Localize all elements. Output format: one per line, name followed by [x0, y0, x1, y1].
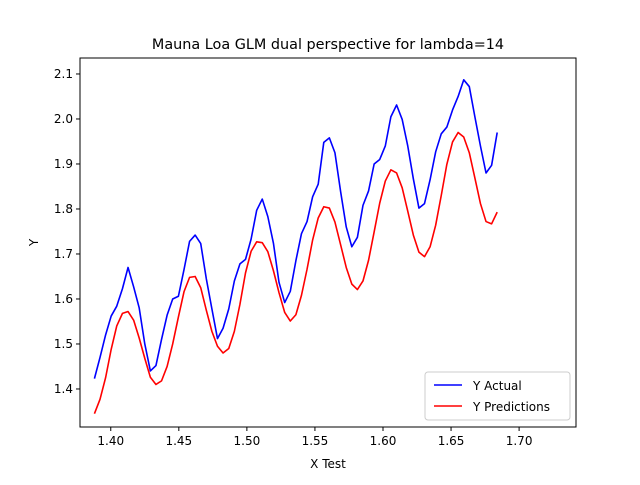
y-tick-label: 1.9: [54, 157, 73, 171]
x-tick-label: 1.65: [438, 434, 465, 448]
legend-label-y-actual: Y Actual: [472, 379, 522, 393]
y-tick-label: 1.8: [54, 202, 73, 216]
y-axis-label: Y: [27, 238, 41, 247]
x-axis: 1.40 1.45 1.50 1.55 1.60 1.65 1.70: [97, 427, 532, 448]
legend: Y Actual Y Predictions: [424, 371, 571, 421]
plot-frame: [79, 57, 577, 428]
legend-box: [424, 371, 571, 421]
x-tick-label: 1.40: [97, 434, 124, 448]
chart-title: Mauna Loa GLM dual perspective for lambd…: [152, 37, 504, 53]
x-tick-label: 1.45: [165, 434, 192, 448]
x-tick-label: 1.50: [234, 434, 261, 448]
y-tick-label: 2.1: [54, 67, 73, 81]
series-layer: [93, 79, 498, 415]
legend-label-y-predictions: Y Predictions: [472, 400, 550, 414]
series-line-y-actual: [93, 79, 498, 379]
y-tick-label: 1.6: [54, 292, 73, 306]
y-tick-label: 2.0: [54, 112, 73, 126]
x-axis-label: X Test: [310, 457, 346, 471]
y-tick-label: 1.7: [54, 247, 73, 261]
y-axis: 1.4 1.5 1.6 1.7 1.8 1.9 2.0 2.1: [54, 67, 80, 396]
x-tick-label: 1.60: [370, 434, 397, 448]
x-tick-label: 1.70: [506, 434, 533, 448]
y-tick-label: 1.5: [54, 337, 73, 351]
series-line-y-predictions: [93, 131, 498, 415]
y-tick-label: 1.4: [54, 382, 73, 396]
x-tick-label: 1.55: [302, 434, 329, 448]
